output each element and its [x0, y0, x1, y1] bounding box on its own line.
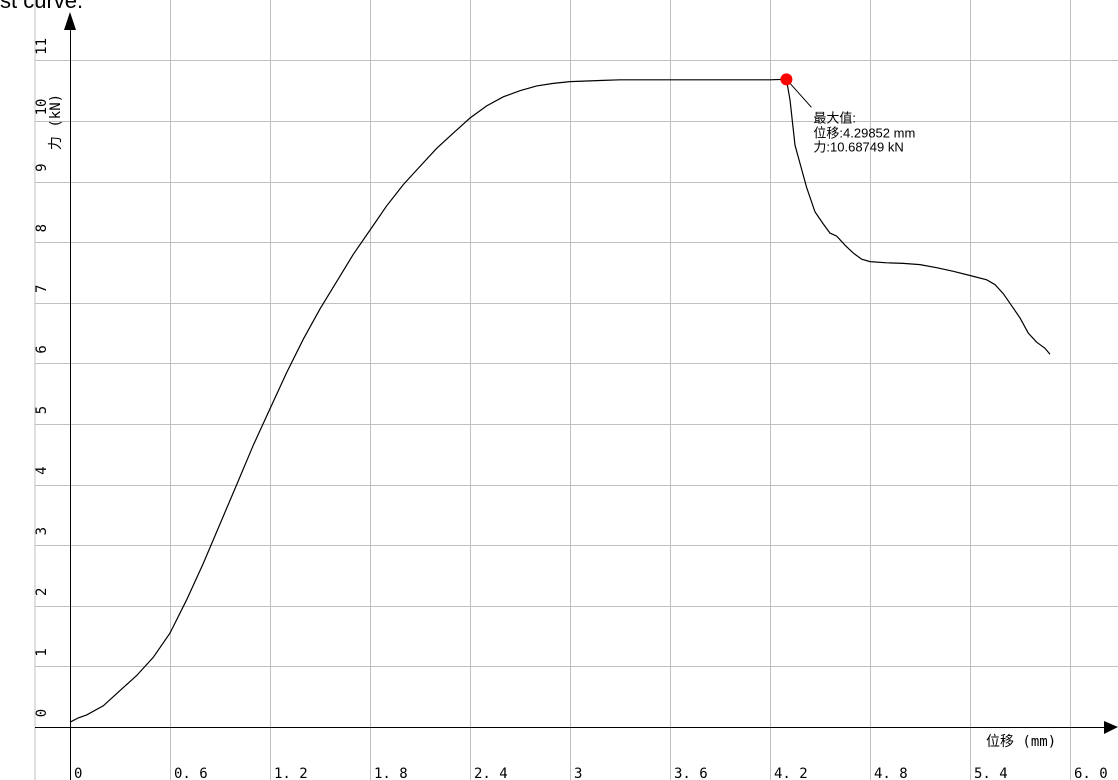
max-label-title: 最大值:	[813, 110, 856, 125]
max-label-displacement: 位移:4.29852 mm	[813, 125, 915, 140]
y-tick-label: 2	[34, 588, 50, 596]
y-tick-label: 10	[34, 99, 50, 116]
x-tick-label: 1. 2	[274, 766, 308, 780]
x-tick-label: 5. 4	[974, 766, 1008, 780]
y-tick-label: 3	[34, 527, 50, 535]
caption-text: st curve.	[0, 0, 84, 13]
x-tick-label: 1. 8	[374, 766, 408, 780]
y-axis-arrow	[64, 12, 76, 30]
x-tick-label: 0	[74, 766, 82, 780]
x-tick-label: 4. 8	[874, 766, 908, 780]
max-label-force: 力:10.68749 kN	[813, 139, 903, 154]
y-tick-label: 6	[34, 345, 50, 353]
x-tick-label: 3	[574, 766, 582, 780]
x-axis-label: 位移 (mm)	[986, 734, 1056, 750]
y-axis-label: 力 (kN)	[48, 94, 64, 150]
y-tick-label: 0	[34, 709, 50, 717]
max-point-marker	[780, 73, 793, 86]
x-axis-arrow	[1104, 721, 1118, 734]
x-tick-label: 6. 0	[1074, 766, 1108, 780]
x-tick-label: 0. 6	[174, 766, 208, 780]
force-curve	[69, 78, 1051, 723]
x-tick-label: 2. 4	[474, 766, 508, 780]
y-tick-label: 1	[34, 648, 50, 656]
y-tick-label: 9	[34, 163, 50, 171]
x-tick-label: 3. 6	[674, 766, 708, 780]
y-tick-label: 7	[34, 285, 50, 293]
y-tick-label: 8	[34, 224, 50, 232]
y-tick-label: 11	[34, 38, 50, 55]
y-tick-label: 4	[34, 466, 50, 474]
y-tick-label: 5	[34, 406, 50, 414]
x-tick-label: 4. 2	[774, 766, 808, 780]
max-point-leader	[786, 79, 812, 108]
